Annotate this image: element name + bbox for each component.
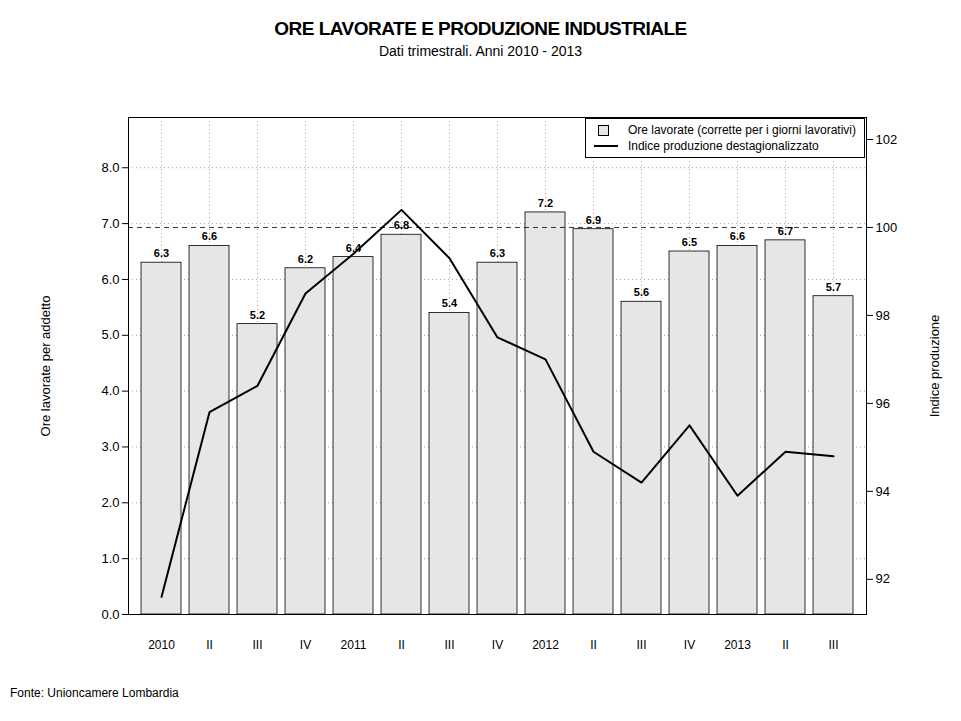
svg-text:96: 96 [876, 396, 890, 411]
html-text:Fonte: Unioncamere Lombardia: Fonte: Unioncamere Lombardia [10, 686, 179, 700]
svg-text:III: III [828, 638, 838, 652]
svg-text:92: 92 [876, 571, 890, 586]
svg-text:II: II [398, 638, 405, 652]
svg-text:6.4: 6.4 [345, 241, 362, 254]
html-text:Dati trimestrali. Anni 2010 -: Dati trimestrali. Anni 2010 - 2013 [378, 43, 582, 59]
svg-text:IV: IV [684, 638, 695, 652]
svg-text:II: II [590, 638, 597, 652]
svg-text:5.0: 5.0 [101, 327, 119, 342]
svg-text:III: III [444, 638, 454, 652]
svg-text:5.7: 5.7 [826, 281, 841, 293]
svg-text:6.9: 6.9 [586, 214, 601, 226]
svg-text:6.3: 6.3 [490, 247, 505, 259]
svg-text:IV: IV [492, 638, 503, 652]
svg-text:6.3: 6.3 [154, 247, 169, 259]
svg-text:6.8: 6.8 [394, 219, 409, 231]
svg-text:4.0: 4.0 [101, 383, 119, 398]
svg-text:2010: 2010 [148, 638, 175, 652]
svg-text:III: III [252, 638, 262, 652]
svg-text:100: 100 [876, 220, 898, 235]
svg-text:Indice produzione: Indice produzione [927, 315, 942, 418]
svg-text:Ore lavorate per addetto: Ore lavorate per addetto [38, 296, 53, 437]
svg-text:5.6: 5.6 [634, 286, 649, 298]
svg-text:2.0: 2.0 [101, 495, 119, 510]
svg-text:2013: 2013 [724, 638, 751, 652]
svg-text:8.0: 8.0 [101, 160, 119, 175]
svg-text:98: 98 [876, 308, 890, 323]
svg-text:0.0: 0.0 [101, 607, 119, 622]
svg-text:2012: 2012 [532, 638, 559, 652]
svg-text:5.4: 5.4 [442, 297, 458, 309]
svg-text:6.0: 6.0 [101, 272, 119, 287]
svg-text:1.0: 1.0 [101, 551, 119, 566]
svg-text:7.2: 7.2 [538, 197, 553, 209]
html-text:Indice produzione destagionali: Indice produzione destagionalizzato [627, 139, 819, 153]
svg-text:6.7: 6.7 [778, 225, 793, 237]
svg-text:6.5: 6.5 [682, 236, 697, 248]
html-text:ORE LAVORATE E PRODUZIONE INDU: ORE LAVORATE E PRODUZIONE INDUSTRIALE [274, 18, 687, 39]
svg-text:III: III [636, 638, 646, 652]
svg-text:7.0: 7.0 [101, 216, 119, 231]
svg-text:IV: IV [300, 638, 311, 652]
html-text:Ore lavorate (corrette per i g: Ore lavorate (corrette per i giorni lavo… [627, 123, 856, 137]
svg-text:2011: 2011 [341, 638, 367, 652]
svg-text:102: 102 [876, 132, 898, 147]
svg-text:3.0: 3.0 [101, 439, 119, 454]
svg-text:II: II [206, 638, 213, 652]
svg-text:6.6: 6.6 [202, 230, 217, 242]
svg-text:6.6: 6.6 [730, 230, 745, 242]
svg-text:94: 94 [876, 484, 890, 499]
svg-text:5.2: 5.2 [250, 309, 265, 321]
svg-text:II: II [782, 638, 789, 652]
svg-text:6.2: 6.2 [298, 253, 313, 265]
